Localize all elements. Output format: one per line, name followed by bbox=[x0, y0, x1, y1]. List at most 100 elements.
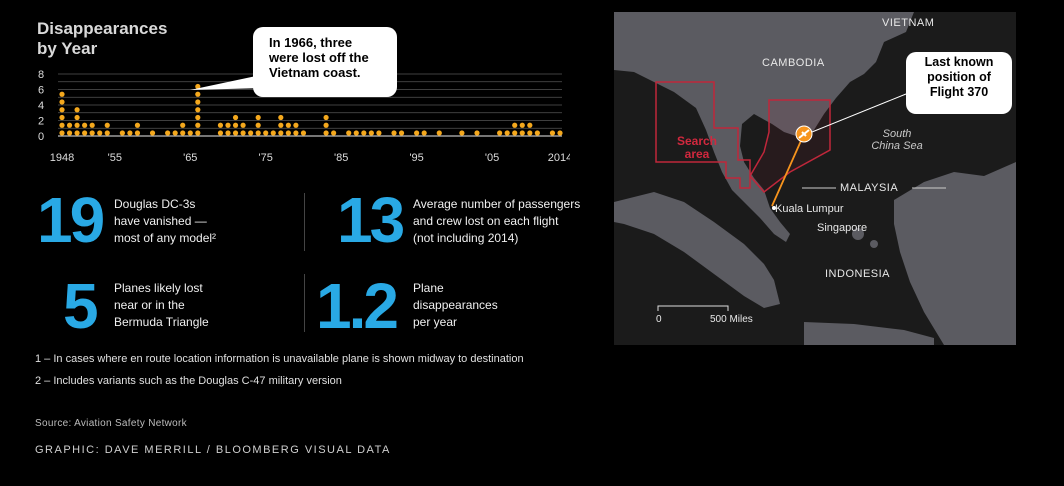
data-point bbox=[323, 130, 329, 136]
data-point bbox=[293, 130, 299, 136]
scale-miles-label: 500 Miles bbox=[710, 314, 753, 325]
search-line: Search bbox=[676, 134, 718, 148]
stat-text-per-year: Plane disappearances per year bbox=[413, 280, 498, 331]
label-indonesia: INDONESIA bbox=[825, 268, 891, 280]
island bbox=[870, 240, 878, 248]
data-point bbox=[414, 130, 420, 136]
data-point bbox=[278, 114, 284, 121]
data-point bbox=[240, 130, 246, 136]
callout-line: Flight 370 bbox=[929, 85, 989, 99]
island bbox=[852, 228, 864, 240]
data-point bbox=[512, 130, 518, 136]
data-point bbox=[240, 122, 246, 128]
data-point bbox=[285, 130, 291, 136]
x-tick-label: '85 bbox=[334, 152, 348, 164]
data-point bbox=[459, 130, 465, 136]
data-point bbox=[263, 130, 269, 136]
data-point bbox=[527, 130, 533, 136]
callout-pointer bbox=[190, 76, 264, 90]
x-tick-label: '65 bbox=[183, 152, 197, 164]
stat-text-line: Planes likely lost bbox=[114, 281, 203, 295]
stat-number-bermuda: 5 bbox=[63, 270, 99, 342]
kuala-lumpur-dot bbox=[772, 206, 776, 210]
sea-line: China Sea bbox=[871, 140, 923, 152]
stat-number-dc3: 19 bbox=[37, 184, 105, 256]
chart-callout: In 1966, three were lost off the Vietnam… bbox=[253, 27, 397, 97]
data-point bbox=[59, 107, 65, 113]
stat-number-avg-lost: 13 bbox=[337, 184, 405, 256]
data-point bbox=[89, 130, 95, 136]
callout-line: Last known bbox=[924, 55, 994, 69]
data-point bbox=[195, 130, 201, 136]
footnote-1: 1 – In cases where en route location inf… bbox=[35, 353, 524, 365]
stat-text-line: per year bbox=[413, 315, 458, 329]
y-tick-label: 2 bbox=[38, 116, 44, 128]
data-point bbox=[180, 122, 186, 128]
stat-text-bermuda: Planes likely lost near or in the Bermud… bbox=[114, 280, 209, 331]
data-point bbox=[195, 122, 201, 128]
x-tick-label: '55 bbox=[108, 152, 122, 164]
data-point bbox=[285, 122, 291, 128]
data-point bbox=[248, 130, 254, 136]
stat-text-line: Douglas DC-3s bbox=[114, 197, 196, 211]
data-point bbox=[217, 130, 224, 136]
data-point bbox=[195, 99, 201, 105]
data-point bbox=[134, 130, 141, 136]
data-point bbox=[59, 130, 65, 136]
label-malaysia: MALAYSIA bbox=[840, 182, 899, 194]
data-point bbox=[104, 122, 110, 128]
data-point bbox=[255, 130, 261, 136]
data-point bbox=[232, 122, 239, 128]
y-tick-label: 4 bbox=[38, 100, 44, 112]
data-point bbox=[66, 122, 73, 128]
source-line: Source: Aviation Safety Network bbox=[35, 418, 187, 429]
data-point bbox=[149, 130, 156, 136]
data-point bbox=[323, 122, 329, 128]
stat-text-line: Average number of passengers bbox=[413, 197, 581, 211]
data-point bbox=[346, 130, 352, 136]
data-point bbox=[391, 130, 397, 136]
stat-text-line: disappearances bbox=[413, 298, 498, 312]
stat-divider bbox=[304, 274, 305, 332]
data-point bbox=[59, 91, 65, 97]
stat-divider bbox=[304, 193, 305, 251]
scale-bar bbox=[657, 305, 729, 311]
data-point bbox=[180, 130, 186, 136]
borneo-land bbox=[894, 162, 1016, 345]
stat-number-per-year: 1.2 bbox=[316, 270, 399, 342]
data-point bbox=[421, 130, 427, 136]
data-point bbox=[474, 130, 480, 136]
stat-text-line: Plane bbox=[413, 281, 444, 295]
data-point bbox=[89, 122, 95, 128]
data-point bbox=[557, 130, 563, 136]
sumatra-land bbox=[614, 192, 780, 308]
data-point bbox=[74, 114, 80, 121]
x-tick-label: '75 bbox=[259, 152, 273, 164]
map-panel: VIETNAM CAMBODIA MALAYSIA INDONESIA Kual… bbox=[614, 12, 1016, 345]
label-cambodia: CAMBODIA bbox=[762, 57, 825, 69]
x-tick-label: '95 bbox=[409, 152, 423, 164]
data-point bbox=[74, 107, 80, 113]
y-tick-label: 8 bbox=[38, 69, 44, 81]
data-point bbox=[59, 122, 65, 128]
data-point bbox=[436, 130, 442, 136]
label-singapore: Singapore bbox=[817, 222, 868, 234]
data-point bbox=[195, 83, 201, 90]
label-south-china-sea: South China Sea bbox=[862, 128, 932, 152]
flight-path-line bbox=[771, 133, 805, 207]
plane-icon bbox=[798, 129, 810, 139]
data-point bbox=[187, 130, 193, 136]
y-tick-label: 0 bbox=[38, 131, 44, 143]
data-point bbox=[134, 122, 141, 128]
data-point bbox=[368, 130, 374, 136]
data-point bbox=[82, 130, 88, 136]
scale-zero-label: 0 bbox=[656, 314, 662, 325]
y-tick-label: 6 bbox=[38, 85, 44, 97]
data-point bbox=[504, 130, 510, 136]
data-point bbox=[376, 130, 382, 136]
callout-line1: In 1966, three bbox=[269, 35, 353, 50]
data-point bbox=[104, 130, 110, 136]
x-tick-label: '05 bbox=[485, 152, 499, 164]
sea-line: South bbox=[882, 128, 912, 140]
data-point bbox=[195, 114, 201, 121]
